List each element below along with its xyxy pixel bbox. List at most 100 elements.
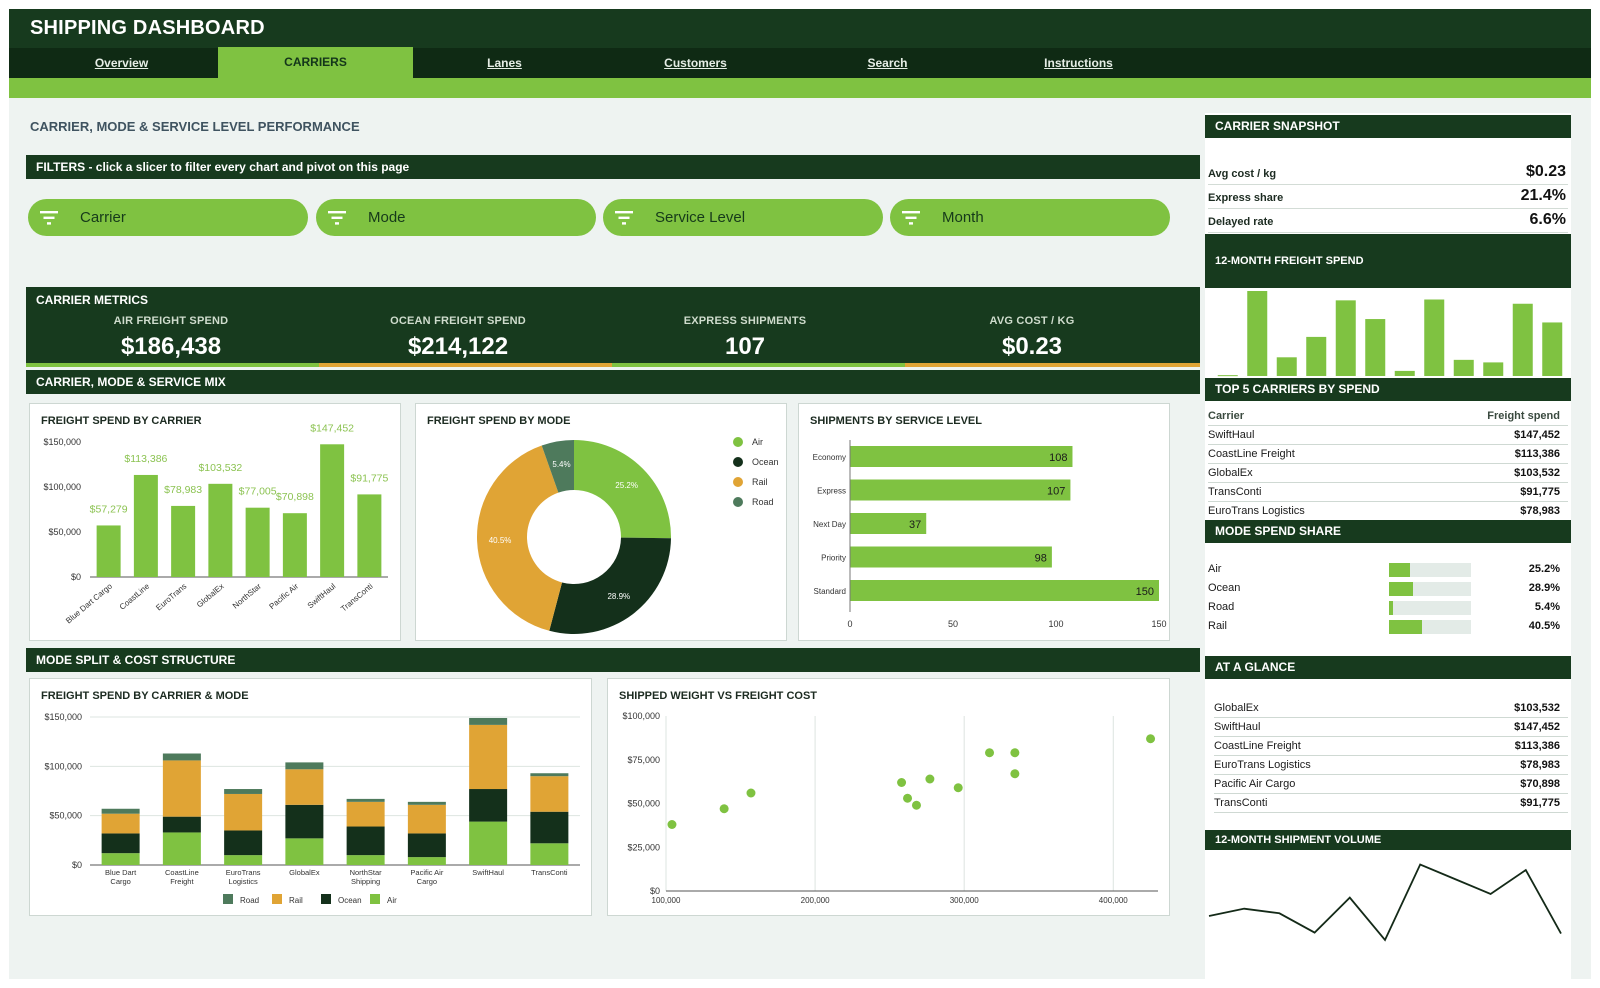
- carrier-spend: $91,775: [1520, 797, 1560, 809]
- slice-label: 28.9%: [607, 592, 630, 601]
- slice-label: 5.4%: [552, 460, 570, 469]
- carrier-name: CoastLine Freight: [1214, 740, 1301, 752]
- slice-label: 40.5%: [489, 536, 512, 545]
- bar: [1335, 300, 1356, 376]
- share-bar: [1389, 601, 1471, 615]
- x-tick-label: GlobalEx: [195, 582, 226, 610]
- snapshot-key: Express share: [1208, 192, 1284, 204]
- legend-label: Road: [240, 896, 259, 905]
- x-tick-label: 200,000: [801, 896, 830, 905]
- legend-label: Rail: [289, 896, 303, 905]
- panel-spend-by-carrier: FREIGHT SPEND BY CARRIER $150,000 $100,00…: [29, 403, 401, 641]
- y-tick-label: Standard: [814, 587, 846, 596]
- carrier-metrics-panel: CARRIER METRICS AIR FREIGHT SPEND $186,4…: [26, 287, 1200, 367]
- data-label: $147,452: [310, 422, 354, 434]
- tab-lanes[interactable]: Lanes: [487, 56, 522, 70]
- tab-search[interactable]: Search: [867, 56, 908, 70]
- chart-title: FREIGHT SPEND BY CARRIER & MODE: [41, 690, 249, 702]
- pie-slice: [541, 440, 574, 493]
- bar: [1424, 299, 1445, 376]
- stacked-bar-segment: [285, 804, 324, 839]
- table-row: SwiftHaul $147,452: [1214, 718, 1568, 737]
- metric-underline: [319, 363, 612, 367]
- freight-spend-12m-header: 12-MONTH FREIGHT SPEND: [1205, 234, 1571, 288]
- bar: [1512, 303, 1533, 376]
- stacked-bar-segment: [162, 816, 201, 833]
- table-row: GlobalEx $103,532: [1214, 699, 1568, 718]
- x-tick-label: CoastLine: [165, 868, 199, 877]
- table-row: EuroTrans Logistics $78,983: [1208, 502, 1568, 521]
- spend-by-carrier-chart: $150,000 $100,000 $50,000 $0 $57,279 Blue Dar…: [43, 422, 388, 625]
- bar: [1365, 319, 1386, 376]
- bar: [1483, 362, 1504, 376]
- x-tick-label: TransConti: [531, 868, 568, 877]
- y-tick-label: $25,000: [627, 842, 660, 852]
- carrier-name: EuroTrans Logistics: [1208, 505, 1305, 517]
- x-tick-label: Pacific Air: [410, 868, 443, 877]
- x-tick-label: Logistics: [229, 877, 258, 886]
- tab-overview[interactable]: Overview: [94, 56, 149, 70]
- share-bar: [1389, 582, 1471, 596]
- slicer-label: Mode: [368, 209, 406, 226]
- panel-weight-vs-cost: SHIPPED WEIGHT VS FREIGHT COST $100,000 $…: [607, 678, 1170, 916]
- legend-label: Ocean: [752, 457, 779, 467]
- snapshot-value: 6.6%: [1529, 211, 1566, 228]
- x-tick-label: SwiftHaul: [472, 868, 504, 877]
- freight-spend-12m-chart: [1217, 291, 1563, 377]
- x-tick-label: CoastLine: [118, 581, 152, 611]
- scatter-point: [903, 793, 913, 803]
- metric-express-shipments: EXPRESS SHIPMENTS 107: [600, 315, 890, 361]
- metric-value: 107: [724, 333, 766, 360]
- y-tick-label: Next Day: [813, 520, 846, 529]
- slicer-carrier[interactable]: Carrier: [28, 199, 308, 236]
- pie-slice: [549, 537, 671, 634]
- bar: [1542, 322, 1563, 376]
- carrier-spend: $113,386: [1514, 448, 1560, 460]
- bar: [96, 525, 121, 577]
- x-tick-label: 150: [1151, 619, 1166, 629]
- bar: [320, 444, 345, 577]
- tab-customers[interactable]: Customers: [664, 56, 727, 70]
- stacked-bar-segment: [101, 808, 140, 814]
- metric-label: EXPRESS SHIPMENTS: [683, 315, 807, 327]
- mode-share-row: Air 25.2%: [1208, 560, 1568, 579]
- panel-spend-by-carrier-mode: FREIGHT SPEND BY CARRIER & MODE $150,000…: [29, 678, 592, 916]
- y-tick-label: Express: [817, 487, 846, 496]
- bar: [1453, 359, 1474, 376]
- stacked-bar-segment: [346, 798, 385, 802]
- carrier-spend: $113,386: [1514, 740, 1560, 752]
- share-bar: [1389, 563, 1471, 577]
- stacked-bar-segment: [101, 813, 140, 834]
- tab-instructions[interactable]: Instructions: [1044, 56, 1113, 70]
- legend-swatch: [733, 477, 743, 487]
- bar: [1247, 291, 1268, 376]
- share-bar: [1389, 620, 1471, 634]
- slicer-mode[interactable]: Mode: [316, 199, 596, 236]
- stacked-bar-segment: [162, 760, 201, 817]
- data-label: $91,775: [350, 472, 388, 484]
- scatter-point: [1010, 769, 1020, 779]
- stacked-bar-segment: [407, 804, 446, 834]
- bar: [282, 513, 307, 577]
- chart-title: FREIGHT SPEND BY MODE: [427, 415, 571, 427]
- x-tick-label: EuroTrans: [154, 582, 188, 613]
- data-label: $113,386: [124, 453, 167, 465]
- y-tick-label: $100,000: [622, 711, 660, 721]
- bar: [850, 546, 1052, 568]
- carrier-spend: $103,532: [1514, 467, 1560, 479]
- stacked-bar-segment: [530, 843, 569, 865]
- y-tick-label: $50,000: [48, 527, 81, 537]
- metric-label: OCEAN FREIGHT SPEND: [390, 315, 526, 327]
- slicer-service-level[interactable]: Service Level: [603, 199, 883, 236]
- carrier-name: GlobalEx: [1208, 467, 1253, 479]
- snapshot-row: Avg cost / kg $0.23: [1208, 161, 1568, 185]
- tab-carriers[interactable]: CARRIERS: [218, 47, 413, 78]
- mode-share-row: Ocean 28.9%: [1208, 579, 1568, 598]
- y-tick-label: $75,000: [627, 755, 660, 765]
- table-row: CoastLine Freight $113,386: [1214, 737, 1568, 756]
- x-tick-label: 100,000: [652, 896, 681, 905]
- scatter-point: [953, 783, 963, 793]
- volume-header: 12-MONTH SHIPMENT VOLUME: [1205, 830, 1571, 850]
- x-tick-label: GlobalEx: [289, 868, 320, 877]
- slicer-month[interactable]: Month: [890, 199, 1170, 236]
